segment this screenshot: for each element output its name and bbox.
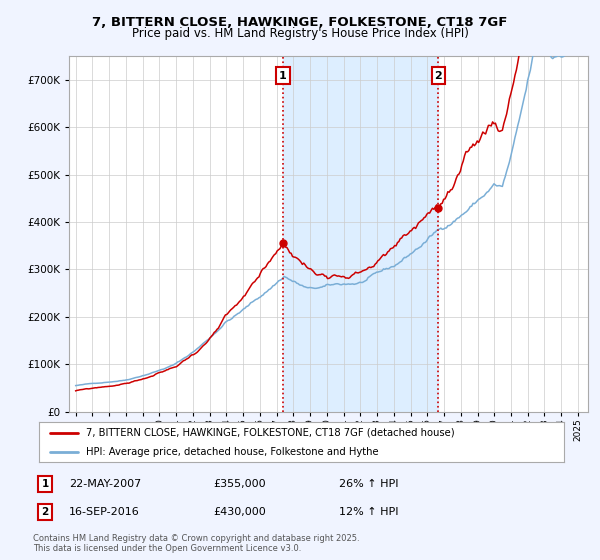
Text: Price paid vs. HM Land Registry's House Price Index (HPI): Price paid vs. HM Land Registry's House … [131, 27, 469, 40]
Text: 12% ↑ HPI: 12% ↑ HPI [339, 507, 398, 517]
Text: 7, BITTERN CLOSE, HAWKINGE, FOLKESTONE, CT18 7GF: 7, BITTERN CLOSE, HAWKINGE, FOLKESTONE, … [92, 16, 508, 29]
Text: 26% ↑ HPI: 26% ↑ HPI [339, 479, 398, 489]
Text: 22-MAY-2007: 22-MAY-2007 [69, 479, 141, 489]
Text: 2: 2 [434, 71, 442, 81]
Text: 16-SEP-2016: 16-SEP-2016 [69, 507, 140, 517]
Text: 1: 1 [279, 71, 287, 81]
Text: Contains HM Land Registry data © Crown copyright and database right 2025.
This d: Contains HM Land Registry data © Crown c… [33, 534, 359, 553]
Text: 7, BITTERN CLOSE, HAWKINGE, FOLKESTONE, CT18 7GF (detached house): 7, BITTERN CLOSE, HAWKINGE, FOLKESTONE, … [86, 428, 455, 438]
Text: £430,000: £430,000 [213, 507, 266, 517]
Text: HPI: Average price, detached house, Folkestone and Hythe: HPI: Average price, detached house, Folk… [86, 446, 379, 456]
Text: 2: 2 [41, 507, 49, 517]
Bar [283, 56, 439, 412]
Text: 1: 1 [41, 479, 49, 489]
Text: £355,000: £355,000 [213, 479, 266, 489]
